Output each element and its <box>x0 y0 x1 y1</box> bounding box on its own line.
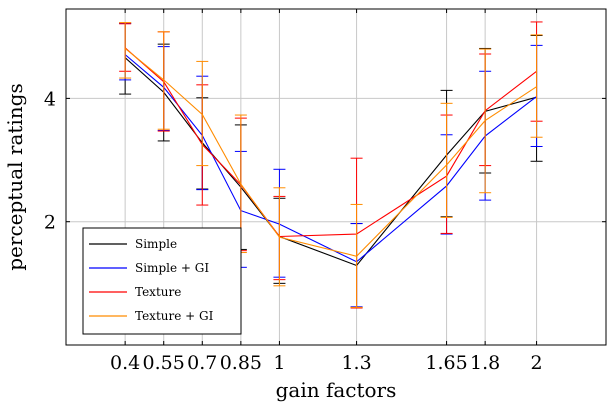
x-tick-label: 0.7 <box>187 352 217 374</box>
x-tick-label: 1.8 <box>470 352 500 374</box>
legend-label: Texture + GI <box>135 309 214 323</box>
y-tick-label: 2 <box>44 212 56 234</box>
series-layer <box>119 21 543 309</box>
series-line <box>124 48 537 257</box>
x-tick-label: 1.65 <box>425 352 467 374</box>
y-tick-label: 4 <box>44 88 56 110</box>
legend-label: Texture <box>135 285 181 299</box>
series-line <box>124 47 537 238</box>
legend: Simple Simple + GI Texture Texture + GI <box>82 227 242 335</box>
legend-label: Simple <box>135 237 177 251</box>
x-tick-label: 0.55 <box>143 352 185 374</box>
x-tick-label: 1 <box>273 352 285 374</box>
plot-frame <box>65 8 607 346</box>
legend-label: Simple + GI <box>135 261 209 275</box>
axis-ticks: 0.4 0.55 0.7 0.85 1 1.3 1.65 1.8 2 2 4 <box>44 9 606 374</box>
x-tick-label: 0.4 <box>110 352 140 374</box>
x-axis-label: gain factors <box>276 378 397 402</box>
x-tick-label: 2 <box>531 352 543 374</box>
x-tick-label: 0.85 <box>220 352 262 374</box>
x-tick-label: 1.3 <box>341 352 371 374</box>
y-axis-label: perceptual ratings <box>3 83 27 271</box>
